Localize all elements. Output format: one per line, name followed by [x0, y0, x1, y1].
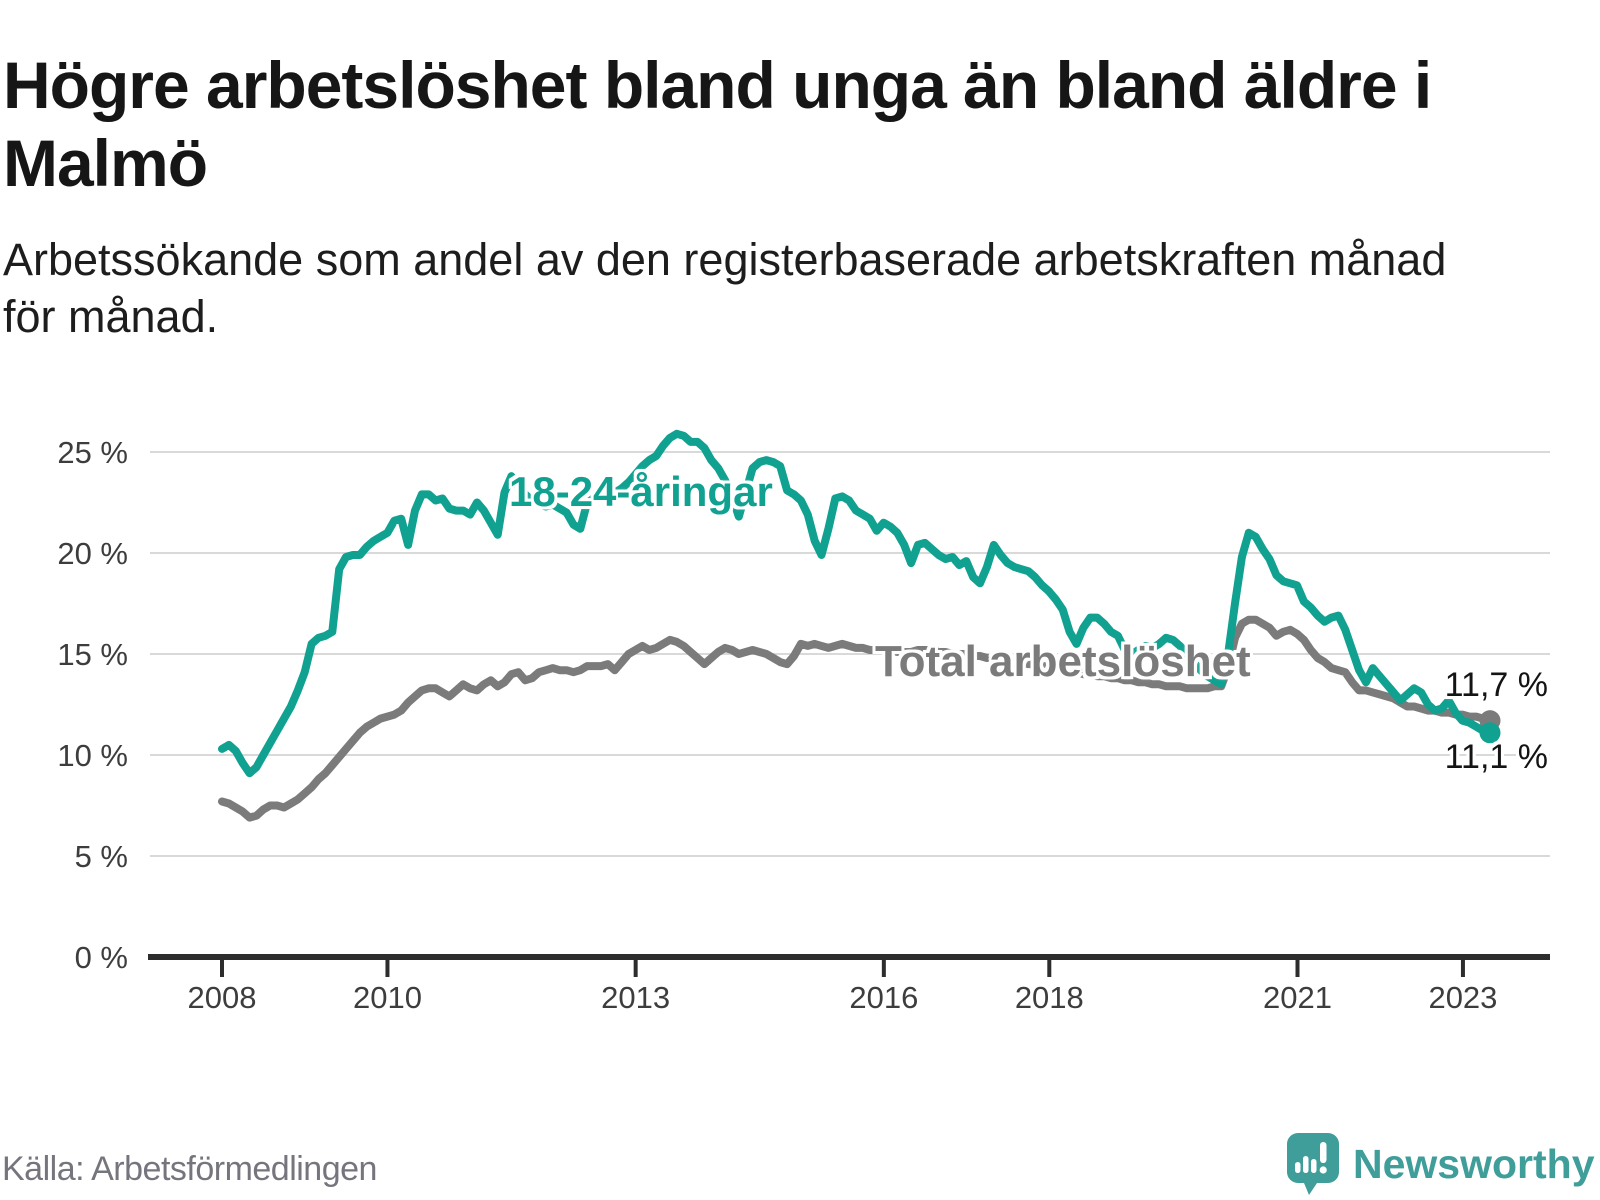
x-axis-label: 2016	[849, 980, 918, 1015]
x-axis-label: 2008	[188, 980, 257, 1015]
source-text: Källa: Arbetsförmedlingen	[2, 1150, 377, 1188]
series-label-total: Total arbetslöshet	[875, 637, 1251, 686]
x-axis-label: 2010	[353, 980, 422, 1015]
y-axis-label: 25 %	[57, 435, 128, 470]
x-axis-label: 2018	[1015, 980, 1084, 1015]
logo-bar-icon	[1303, 1156, 1309, 1173]
logo-exclamation-dot-icon	[1319, 1166, 1327, 1174]
end-value-youth: 11,1 %	[1444, 738, 1548, 776]
x-axis-label: 2023	[1428, 980, 1497, 1015]
newsworthy-logo: Newsworthy	[1286, 1132, 1595, 1196]
y-axis-label: 15 %	[57, 637, 128, 672]
page-title: Högre arbetslöshet bland unga än bland ä…	[3, 48, 1432, 201]
logo-bar-icon	[1295, 1162, 1301, 1173]
page-subtitle: Arbetssökande som andel av den registerb…	[3, 234, 1447, 342]
logo-exclamation-icon	[1320, 1142, 1327, 1163]
y-axis-label: 20 %	[57, 536, 128, 571]
logo-bar-icon	[1311, 1159, 1317, 1173]
y-axis-label: 10 %	[57, 738, 128, 773]
end-dot-youth	[1479, 722, 1501, 744]
x-axis-label: 2021	[1263, 980, 1332, 1015]
series-line-youth	[218, 429, 1494, 778]
series-label-youth: 18-24-åringar	[509, 468, 773, 515]
series-line-total	[218, 615, 1494, 822]
logo-bubble-icon	[1287, 1133, 1339, 1195]
y-axis-label: 5 %	[75, 839, 128, 874]
end-value-total: 11,7 %	[1444, 666, 1548, 704]
y-axis-label: 0 %	[75, 940, 128, 975]
brand-name: Newsworthy	[1353, 1140, 1595, 1187]
x-axis-label: 2013	[601, 980, 670, 1015]
